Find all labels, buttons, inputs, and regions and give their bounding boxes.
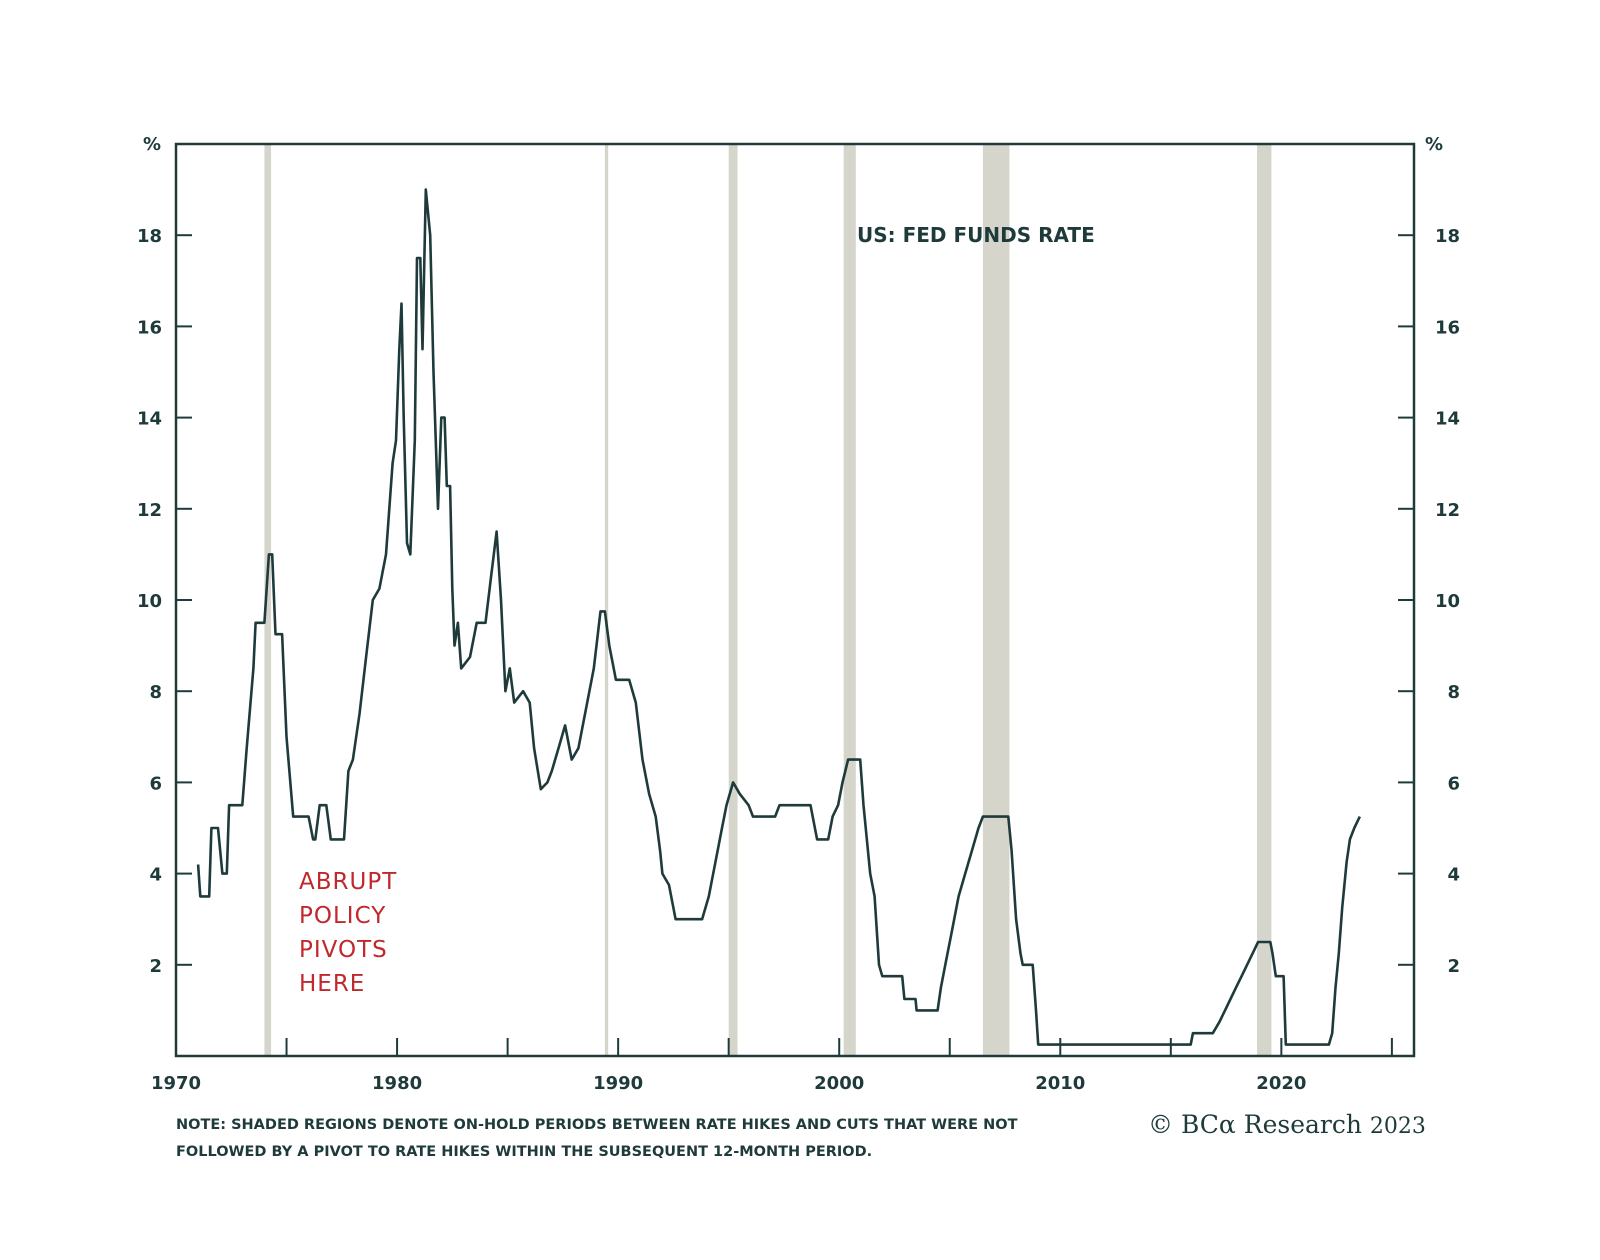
y-axis-unit-left: %	[143, 134, 161, 155]
shaded-region-6	[1257, 144, 1272, 1056]
note-line-2: FOLLOWED BY A PIVOT TO RATE HIKES WITHIN…	[176, 1144, 873, 1160]
y-tick-label-right-2: 2	[1447, 956, 1460, 977]
annotation-line-2: POLICY	[299, 903, 386, 929]
fed-funds-rate-line	[196, 188, 1361, 1046]
x-tick-label-1980: 1980	[372, 1073, 422, 1094]
credit-year: 2023	[1369, 1114, 1426, 1139]
chart-note: NOTE: SHADED REGIONS DENOTE ON-HOLD PERI…	[176, 1112, 1126, 1166]
y-tick-label-left-16: 16	[137, 317, 162, 338]
y-tick-label-right-18: 18	[1435, 226, 1460, 247]
annotation-line-3: PIVOTS	[299, 937, 388, 963]
pivot-annotation: ABRUPT POLICY PIVOTS HERE	[299, 869, 397, 997]
x-tick-label-2020: 2020	[1256, 1073, 1306, 1094]
y-tick-label-left-8: 8	[149, 682, 162, 703]
source-credit: © BCα Research 2023	[1148, 1110, 1426, 1139]
y-tick-label-right-14: 14	[1435, 409, 1460, 430]
y-tick-label-right-6: 6	[1447, 773, 1460, 794]
shaded-regions	[264, 144, 1272, 1056]
x-tick-label-1970: 1970	[151, 1073, 201, 1094]
chart-title: US: FED FUNDS RATE	[857, 223, 1095, 247]
shaded-region-1	[264, 144, 272, 1056]
y-axis-unit-right: %	[1425, 134, 1443, 155]
annotation-line-4: HERE	[299, 971, 365, 997]
brand-name: BCα Research	[1180, 1110, 1362, 1139]
x-tick-label-1990: 1990	[593, 1073, 643, 1094]
y-tick-label-left-4: 4	[149, 865, 162, 886]
copyright-symbol: ©	[1148, 1110, 1173, 1139]
y-tick-label-left-14: 14	[137, 409, 162, 430]
shaded-region-3	[728, 144, 738, 1056]
shaded-region-4	[843, 144, 856, 1056]
note-line-1: NOTE: SHADED REGIONS DENOTE ON-HOLD PERI…	[176, 1117, 1018, 1133]
y-tick-label-right-8: 8	[1447, 682, 1460, 703]
y-tick-label-left-12: 12	[137, 500, 162, 521]
y-tick-label-left-2: 2	[149, 956, 162, 977]
shaded-region-2	[604, 144, 609, 1056]
y-tick-label-left-6: 6	[149, 773, 162, 794]
y-tick-label-left-10: 10	[137, 591, 162, 612]
y-tick-label-right-16: 16	[1435, 317, 1460, 338]
x-tick-label-2010: 2010	[1035, 1073, 1085, 1094]
y-tick-label-right-4: 4	[1447, 865, 1460, 886]
y-tick-label-right-10: 10	[1435, 591, 1460, 612]
axis-ticks: 1970 1980 1990 2000 2010 2020 2 2 4 4 6 6 8 8 10 10 12 12…	[137, 226, 1460, 1094]
annotation-line-1: ABRUPT	[299, 869, 397, 895]
y-tick-label-left-18: 18	[137, 226, 162, 247]
x-tick-label-2000: 2000	[814, 1073, 864, 1094]
shaded-region-5	[982, 144, 1010, 1056]
y-tick-label-right-12: 12	[1435, 500, 1460, 521]
